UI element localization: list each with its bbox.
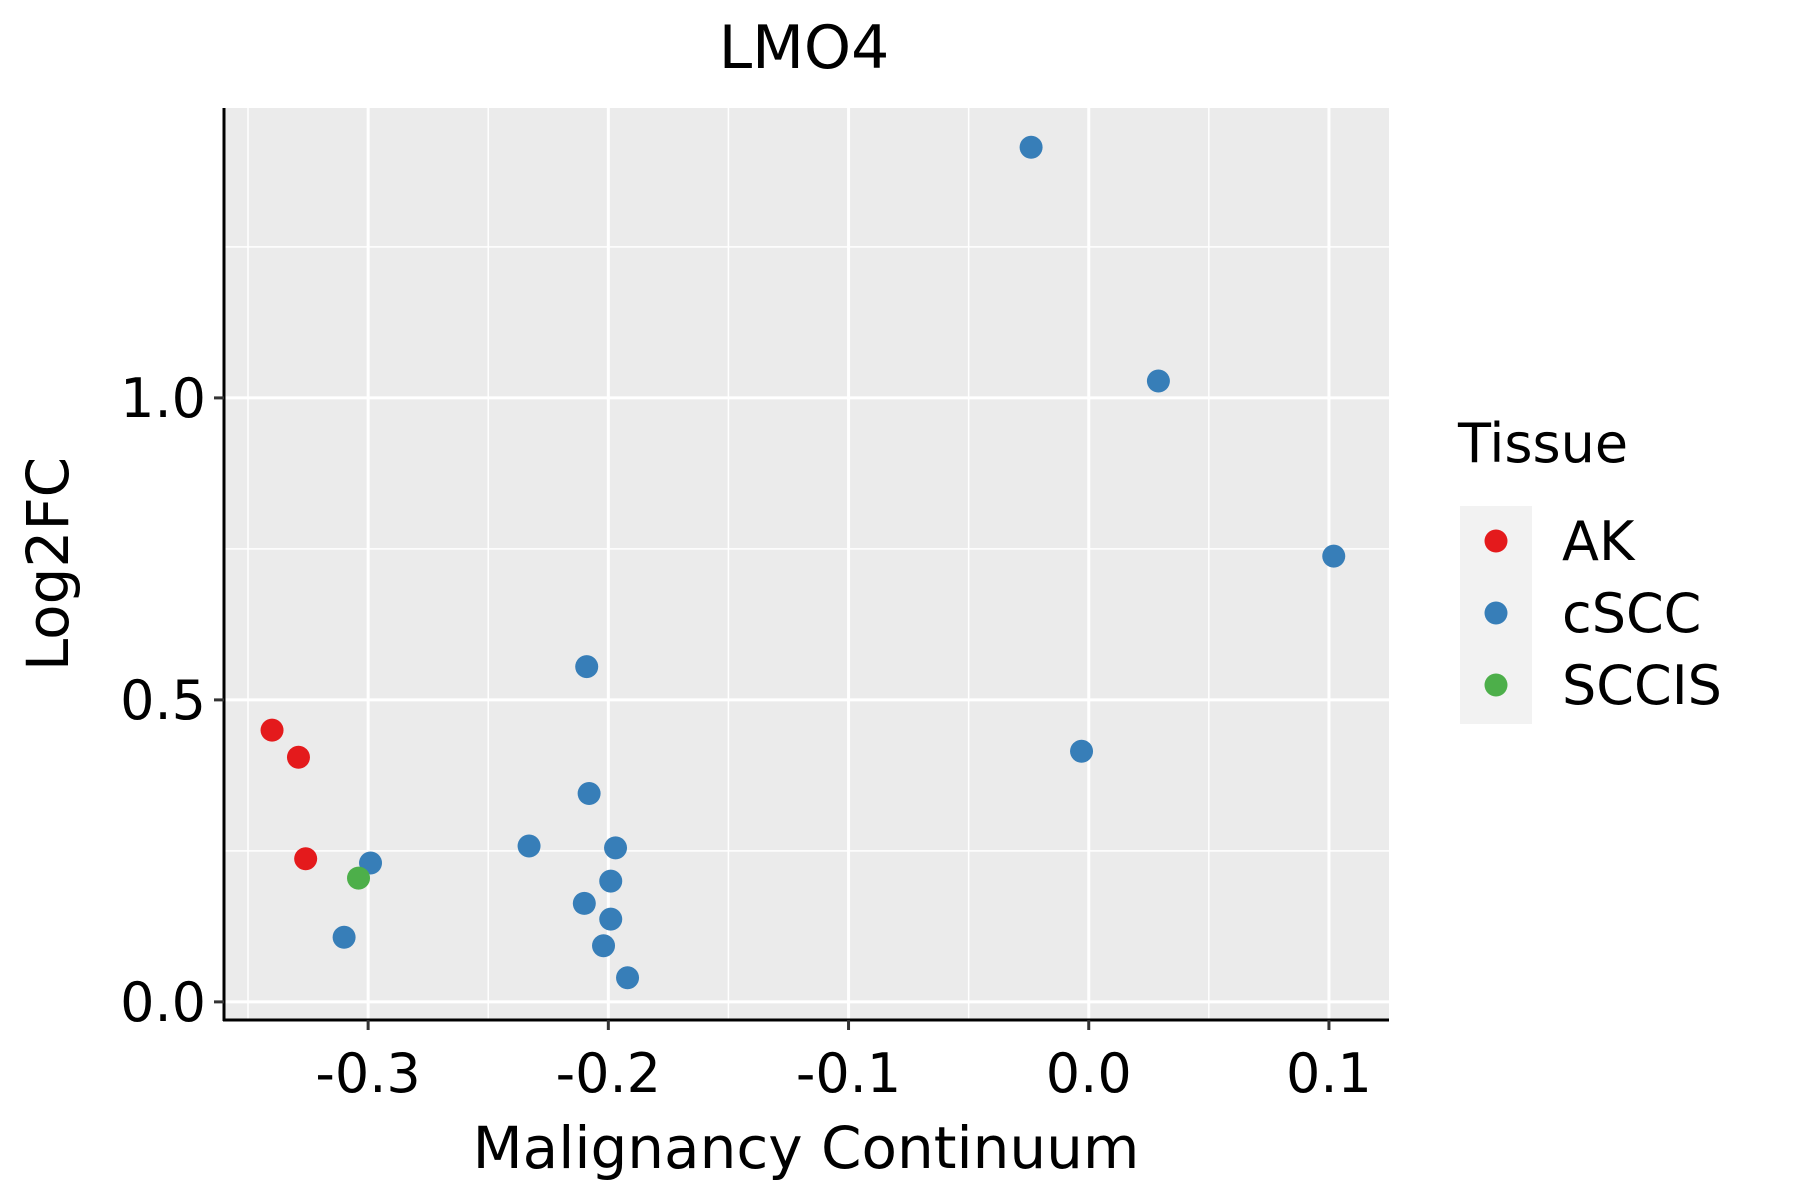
x-tick-label: 0.1	[1286, 1042, 1372, 1105]
point-ak	[260, 718, 284, 742]
point-cscc	[1146, 369, 1170, 393]
x-axis-ticks: -0.3 -0.2 -0.1 0.0 0.1	[315, 1020, 1372, 1105]
point-sccis	[347, 866, 371, 890]
point-cscc	[332, 925, 356, 949]
y-tick-label: 1.0	[120, 367, 206, 430]
legend-key-ak	[1484, 529, 1508, 553]
legend-key-sccis	[1484, 673, 1508, 697]
point-cscc	[577, 782, 601, 806]
point-cscc	[517, 834, 541, 858]
point-cscc	[592, 934, 616, 958]
point-cscc	[604, 836, 628, 860]
x-tick-label: -0.3	[315, 1042, 420, 1105]
legend-key-cscc	[1484, 601, 1508, 625]
chart-title: LMO4	[719, 13, 890, 83]
point-cscc	[572, 891, 596, 915]
point-ak	[294, 847, 318, 871]
point-cscc	[1322, 544, 1346, 568]
x-tick-label: -0.2	[556, 1042, 661, 1105]
legend-title: Tissue	[1457, 412, 1628, 475]
plot-panel	[224, 108, 1389, 1020]
legend: AK cSCC SCCIS	[1484, 510, 1722, 717]
point-cscc	[599, 869, 623, 893]
x-tick-label: 0.0	[1046, 1042, 1132, 1105]
y-tick-label: 0.5	[120, 669, 206, 732]
point-cscc	[575, 655, 599, 679]
point-cscc	[1070, 739, 1094, 763]
point-cscc	[1019, 135, 1043, 159]
y-axis-label: Log2FC	[14, 457, 82, 671]
data-points	[260, 135, 1346, 990]
point-cscc	[599, 907, 623, 931]
legend-label-ak: AK	[1562, 510, 1636, 573]
legend-label-cscc: cSCC	[1562, 582, 1701, 645]
y-tick-label: 0.0	[120, 971, 206, 1034]
y-axis-ticks: 0.0 0.5 1.0	[120, 367, 224, 1034]
x-tick-label: -0.1	[796, 1042, 901, 1105]
x-axis-label: Malignancy Continuum	[473, 1114, 1140, 1182]
point-cscc	[616, 966, 640, 990]
legend-label-sccis: SCCIS	[1562, 654, 1722, 717]
point-ak	[286, 745, 310, 769]
